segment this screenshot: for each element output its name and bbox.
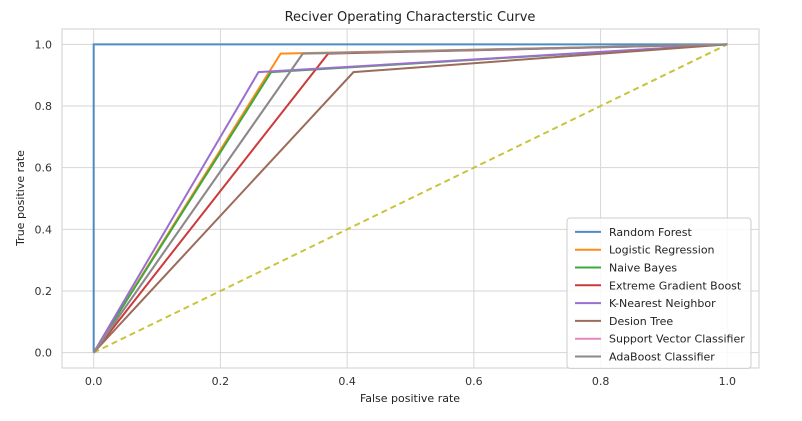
x-tick-label: 0.4: [338, 375, 356, 388]
series-line: [92, 43, 728, 353]
y-tick-label: 0.8: [35, 100, 53, 113]
y-tick-label: 0.6: [35, 162, 53, 175]
series-line: [92, 43, 728, 354]
y-tick-label: 0.0: [35, 347, 53, 360]
legend-label: Desion Tree: [609, 315, 673, 328]
x-tick-label: 0.2: [212, 375, 230, 388]
x-tick-label: 0.8: [592, 375, 610, 388]
legend-label: AdaBoost Classifier: [609, 351, 715, 364]
legend-label: Naive Bayes: [609, 262, 677, 275]
legend-label: Logistic Regression: [609, 244, 715, 257]
reference-line-group: [93, 43, 728, 354]
y-axis-title: True positive rate: [14, 150, 27, 247]
x-tick-label: 0.6: [465, 375, 483, 388]
y-tick-label: 0.2: [35, 285, 53, 298]
x-axis-title: False positive rate: [360, 392, 460, 405]
legend-label: Random Forest: [609, 226, 692, 239]
legend-label: Support Vector Classifier: [609, 333, 745, 346]
legend-box: [566, 217, 752, 369]
y-tick-label: 1.0: [35, 38, 53, 51]
series-line: [92, 43, 728, 354]
x-tick-label: 1.0: [719, 375, 737, 388]
legend: Random Forest Logistic Regression Naive Ba…: [566, 217, 752, 369]
y-tick-labels: 0.0 0.2 0.4 0.6 0.8 1.0: [35, 38, 53, 359]
x-tick-labels: 0.0 0.2 0.4 0.6 0.8 1.0: [85, 375, 736, 388]
x-tick-label: 0.0: [85, 375, 103, 388]
legend-label: K-Nearest Neighbor: [609, 297, 716, 310]
reference-diagonal-line: [93, 43, 728, 354]
legend-label: Extreme Gradient Boost: [609, 279, 742, 292]
series-line: [92, 43, 728, 354]
series-group: [92, 43, 728, 354]
y-tick-label: 0.4: [35, 223, 53, 236]
plot-area: [61, 28, 760, 369]
chart-title: Reciver Operating Characterstic Curve: [285, 10, 536, 25]
